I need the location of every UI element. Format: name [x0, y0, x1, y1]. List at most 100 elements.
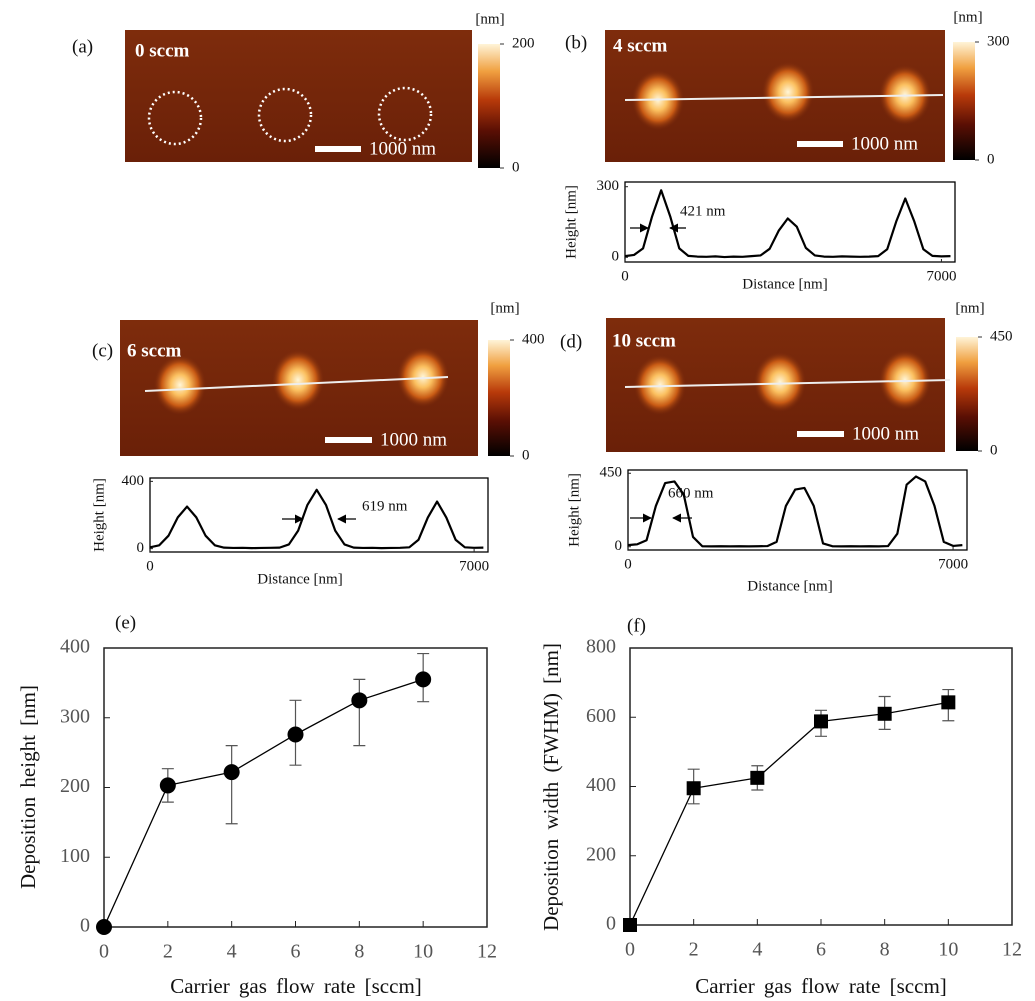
- y-tick-label: 800: [586, 636, 616, 658]
- data-line: [627, 475, 963, 548]
- x-axis-label: Distance [nm]: [257, 571, 342, 587]
- y-tick-label: 0: [615, 538, 623, 554]
- y-tick-label: 300: [60, 705, 90, 727]
- scale-bar-label: 1000 nm: [369, 138, 436, 159]
- colorbar-unit: [nm]: [490, 300, 519, 316]
- data-point: [623, 918, 637, 932]
- scale-bar: [315, 146, 361, 152]
- y-tick-label: 400: [60, 636, 90, 658]
- colorbar-tick-label: 450: [990, 328, 1013, 344]
- x-tick-label: 10: [938, 939, 958, 961]
- error-bar: [225, 745, 238, 825]
- x-tick-label: 4: [752, 939, 762, 961]
- x-tick-label: 0: [621, 268, 629, 284]
- afm-image: [125, 30, 472, 162]
- deposit: [762, 62, 814, 122]
- scale-bar-label: 1000 nm: [380, 429, 447, 450]
- y-axis-label: Height [nm]: [91, 478, 107, 552]
- plot-frame: [149, 477, 489, 553]
- panel-label: (c): [92, 340, 113, 361]
- error-bar: [353, 678, 366, 747]
- x-tick-label: 12: [1002, 939, 1022, 961]
- profile-line: [624, 94, 944, 101]
- scale-bar: [325, 437, 372, 443]
- colorbar-unit: [nm]: [955, 300, 984, 316]
- marker-circle: [257, 87, 313, 143]
- x-tick-label: 6: [816, 939, 826, 961]
- scale-bar: [797, 431, 844, 437]
- x-tick-label: 7000: [938, 556, 968, 572]
- y-tick-label: 0: [606, 913, 616, 935]
- colorbar: [488, 340, 510, 456]
- y-tick-label: 0: [137, 540, 145, 556]
- data-point: [351, 692, 368, 709]
- y-tick-label: 450: [600, 465, 623, 481]
- y-tick-label: 300: [597, 178, 620, 194]
- colorbar-tick-label: 200: [512, 35, 535, 51]
- annotation: 660 nm: [668, 485, 714, 501]
- x-axis-label: Carrier gas flow rate [sccm]: [695, 974, 947, 998]
- y-tick-label: 0: [612, 249, 620, 265]
- x-axis-label: Distance [nm]: [747, 578, 832, 594]
- panel-label: (f): [627, 615, 646, 636]
- y-axis-label: Deposition height [nm]: [16, 685, 40, 889]
- data-point: [159, 777, 176, 794]
- y-axis-label: Deposition width (FWHM) [nm]: [539, 643, 563, 931]
- y-tick-label: 100: [60, 845, 90, 867]
- y-tick-label: 400: [122, 473, 145, 489]
- profile-line: [624, 379, 951, 388]
- colorbar-tick-label: 0: [990, 442, 998, 458]
- x-axis-label: Distance [nm]: [742, 276, 827, 292]
- marker-circle: [377, 86, 433, 142]
- y-axis-label: Height [nm]: [563, 185, 579, 259]
- x-tick-label: 8: [354, 941, 364, 963]
- data-line: [149, 488, 484, 550]
- annotation: 619 nm: [362, 498, 408, 514]
- scale-bar: [797, 141, 843, 147]
- sample-label: 6 sccm: [127, 340, 182, 361]
- sample-label: 4 sccm: [613, 35, 668, 56]
- sample-label: 10 sccm: [612, 330, 676, 351]
- deposit: [272, 350, 324, 410]
- x-tick-label: 2: [689, 939, 699, 961]
- colorbar-unit: [nm]: [953, 9, 982, 25]
- x-tick-label: 0: [625, 939, 635, 961]
- colorbar: [478, 44, 500, 168]
- panel-label: (d): [560, 331, 582, 352]
- x-tick-label: 2: [163, 941, 173, 963]
- colorbar-tick-label: 400: [522, 331, 545, 347]
- x-tick-label: 10: [413, 941, 433, 963]
- panel-label: (e): [115, 612, 136, 633]
- y-tick-label: 600: [586, 705, 616, 727]
- panel-label: (a): [72, 36, 93, 57]
- y-axis-label: Height [nm]: [566, 473, 582, 547]
- x-tick-label: 0: [99, 941, 109, 963]
- colorbar: [953, 42, 975, 160]
- data-point: [750, 770, 765, 785]
- scale-bar-label: 1000 nm: [851, 133, 918, 154]
- x-tick-label: 7000: [926, 268, 956, 284]
- y-tick-label: 0: [80, 915, 90, 937]
- colorbar-tick-label: 0: [987, 151, 995, 167]
- data-point: [814, 714, 828, 729]
- data-line: [629, 701, 949, 926]
- deposit: [154, 355, 206, 415]
- profile-line: [144, 376, 449, 392]
- x-tick-label: 7000: [459, 558, 489, 574]
- x-tick-label: 0: [146, 558, 154, 574]
- data-point: [415, 671, 432, 688]
- colorbar-unit: [nm]: [475, 11, 504, 27]
- colorbar-tick-label: 300: [987, 33, 1010, 49]
- colorbar-tick-label: 0: [512, 159, 520, 175]
- x-tick-label: 8: [880, 939, 890, 961]
- deposit: [397, 347, 449, 407]
- data-point: [941, 695, 956, 710]
- marker-circle: [147, 90, 203, 146]
- data-line: [624, 189, 951, 259]
- plot-frame: [627, 469, 968, 551]
- y-tick-label: 400: [586, 774, 616, 796]
- data-point: [877, 706, 892, 721]
- data-point: [287, 726, 304, 743]
